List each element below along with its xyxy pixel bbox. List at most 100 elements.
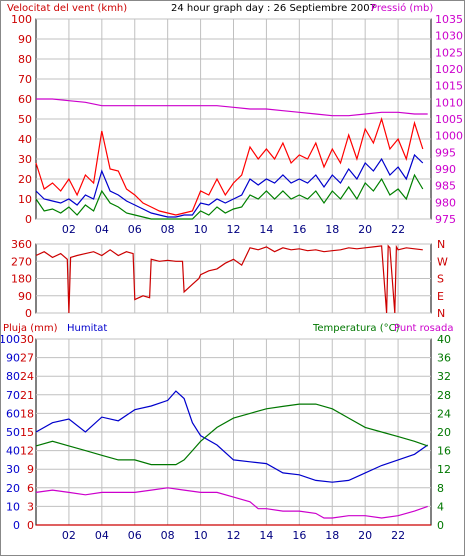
temperature-y-tick-label: 24: [437, 407, 451, 420]
compass-label: N: [437, 238, 445, 251]
wind-axis-title: Velocitat del vent (kmh): [7, 3, 127, 14]
temperature-y-tick-label: 0: [437, 519, 444, 532]
temperature-y-tick-label: 4: [437, 500, 444, 513]
wind-y-tick-label: 70: [18, 73, 32, 86]
x-tick-label: 06: [128, 529, 142, 542]
humidity-y-tick-label: 0: [13, 519, 20, 532]
x-tick-label: 08: [161, 529, 175, 542]
wind-y-tick-label: 20: [18, 173, 32, 186]
rain-y-tick-label: 12: [20, 445, 34, 458]
x-tick-label: 20: [358, 223, 372, 236]
compass-label: W: [437, 255, 448, 268]
temperature-y-tick-label: 36: [437, 352, 451, 365]
x-tick-label: 22: [391, 529, 405, 542]
x-tick-label: 06: [128, 223, 142, 236]
direction-y-tick-label: 0: [25, 307, 32, 320]
pressure-y-tick-label: 975: [435, 213, 456, 226]
humidity-y-tick-label: 90: [6, 352, 20, 365]
series-line: [35, 403, 428, 466]
wind-y-tick-label: 100: [11, 13, 32, 26]
series-line: [35, 153, 424, 218]
wind-y-tick-label: 40: [18, 133, 32, 146]
rain-y-tick-label: 27: [20, 352, 34, 365]
x-tick-label: 04: [95, 529, 109, 542]
x-tick-label: 10: [194, 529, 208, 542]
x-tick-label: 22: [391, 223, 405, 236]
x-tick-label: 18: [325, 529, 339, 542]
direction-y-tick-label: 270: [11, 255, 32, 268]
x-tick-label: 04: [95, 223, 109, 236]
humidity-y-tick-label: 30: [6, 463, 20, 476]
humidity-y-tick-label: 60: [6, 407, 20, 420]
humidity-y-tick-label: 70: [6, 389, 20, 402]
pressure-y-tick-label: 1025: [435, 46, 463, 59]
humidity-y-tick-label: 100: [1, 333, 20, 346]
x-tick-label: 18: [325, 223, 339, 236]
temperature-y-tick-label: 16: [437, 445, 451, 458]
x-tick-label: 12: [227, 223, 241, 236]
wind-y-tick-label: 80: [18, 53, 32, 66]
pressure-y-tick-label: 1000: [435, 130, 463, 143]
series-line: [35, 390, 429, 483]
compass-label: S: [437, 273, 444, 286]
x-tick-label: 14: [259, 529, 273, 542]
wind-y-tick-label: 10: [18, 193, 32, 206]
humidity-y-tick-label: 80: [6, 370, 20, 383]
temperature-y-tick-label: 28: [437, 389, 451, 402]
humidity-y-tick-label: 20: [6, 482, 20, 495]
rain-y-tick-label: 6: [27, 482, 34, 495]
wind-y-tick-label: 50: [18, 113, 32, 126]
compass-label: E: [437, 290, 444, 303]
rain-y-tick-label: 3: [27, 500, 34, 513]
direction-y-tick-label: 90: [18, 290, 32, 303]
direction-y-tick-label: 180: [11, 273, 32, 286]
temperature-y-tick-label: 12: [437, 463, 451, 476]
temperature-y-tick-label: 20: [437, 426, 451, 439]
pressure-y-tick-label: 1005: [435, 113, 463, 126]
pressure-y-tick-label: 980: [435, 196, 456, 209]
series-line: [36, 98, 428, 117]
series-line: [35, 116, 424, 216]
x-tick-label: 02: [62, 529, 76, 542]
temperature-y-tick-label: 8: [437, 482, 444, 495]
pressure-y-tick-label: 1015: [435, 80, 463, 93]
series-line: [35, 487, 428, 519]
x-tick-label: 08: [161, 223, 175, 236]
x-tick-label: 12: [227, 529, 241, 542]
wind-y-tick-label: 90: [18, 33, 32, 46]
rain-y-tick-label: 24: [20, 370, 34, 383]
humidity-y-tick-label: 10: [6, 500, 20, 513]
series-line: [35, 244, 423, 314]
rain-axis-title: Pluja (mm): [3, 323, 58, 334]
x-tick-label: 20: [358, 529, 372, 542]
pressure-y-tick-label: 995: [435, 146, 456, 159]
rain-y-tick-label: 21: [20, 389, 34, 402]
humidity-axis-title: Humitat: [67, 323, 107, 334]
rain-y-tick-label: 15: [20, 426, 34, 439]
temperature-y-tick-label: 40: [437, 333, 451, 346]
pressure-y-tick-label: 990: [435, 163, 456, 176]
pressure-y-tick-label: 1035: [435, 13, 463, 26]
x-tick-label: 16: [292, 223, 306, 236]
pressure-y-tick-label: 1020: [435, 63, 463, 76]
temperature-y-tick-label: 32: [437, 370, 451, 383]
x-tick-label: 16: [292, 529, 306, 542]
x-tick-label: 02: [62, 223, 76, 236]
direction-y-tick-label: 360: [11, 238, 32, 251]
rain-y-tick-label: 0: [27, 519, 34, 532]
series-line: [35, 173, 424, 220]
pressure-y-tick-label: 1010: [435, 96, 463, 109]
dewpoint-axis-title: Punt rosada: [394, 323, 453, 334]
compass-label: N: [437, 307, 445, 320]
pressure-y-tick-label: 1030: [435, 30, 463, 43]
rain-y-tick-label: 18: [20, 407, 34, 420]
rain-y-tick-label: 30: [20, 333, 34, 346]
wind-y-tick-label: 30: [18, 153, 32, 166]
wind-y-tick-label: 60: [18, 93, 32, 106]
temperature-axis-title: Temperatura (°C): [312, 323, 400, 334]
pressure-axis-title: Pressió (mb): [371, 2, 433, 14]
rain-y-tick-label: 9: [27, 463, 34, 476]
chart-title: 24 hour graph day : 26 Septiembre 2007: [171, 3, 376, 14]
